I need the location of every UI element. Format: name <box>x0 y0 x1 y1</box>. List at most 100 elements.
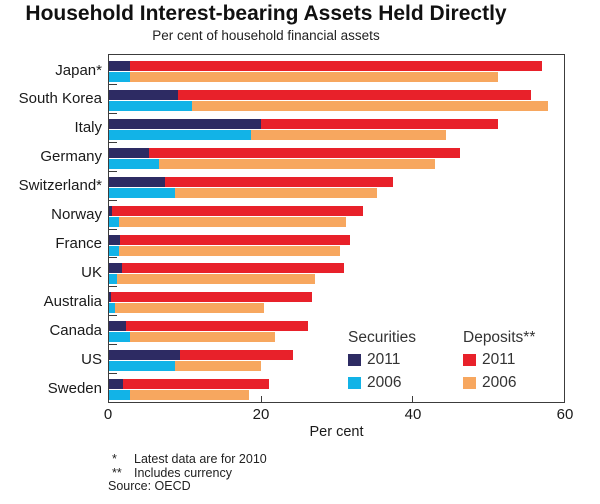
bar-segment <box>130 61 542 71</box>
bar-segment <box>109 187 175 198</box>
bar-segment <box>191 100 549 111</box>
plot-area <box>108 54 565 403</box>
x-axis-title: Per cent <box>309 424 364 440</box>
bar-row <box>109 72 564 82</box>
bar-segment <box>116 274 315 285</box>
category-label: Switzerland* <box>18 177 102 195</box>
bar-row <box>109 205 564 216</box>
category-label: France <box>55 235 102 252</box>
bar-segment <box>109 100 192 111</box>
legend-label: 2006 <box>482 374 517 391</box>
legend-label: 2011 <box>482 351 516 368</box>
footnote-2-text: Includes currency <box>134 466 232 480</box>
bar-row <box>109 245 564 256</box>
bar-segment <box>109 129 251 140</box>
securities-2011-swatch <box>348 354 361 366</box>
bar-row <box>109 187 564 198</box>
category-label: Japan* <box>55 61 102 79</box>
bar-segment <box>109 303 116 314</box>
bar-segment <box>174 361 262 372</box>
legend-header-deposits: Deposits** <box>463 329 536 346</box>
chart-title: Household Interest-bearing Assets Held D… <box>25 2 507 25</box>
bar-segment <box>261 118 499 129</box>
source-text: Source: OECD <box>108 479 191 493</box>
bar-segment <box>109 216 119 227</box>
bar-segment <box>109 263 122 274</box>
bar-segment <box>149 147 461 158</box>
bar-segment <box>130 72 498 82</box>
x-tick-label-0: 0 <box>103 406 113 423</box>
x-axis-tick <box>412 396 414 402</box>
bar-segment <box>130 390 249 401</box>
chart-subtitle: Per cent of household financial assets <box>152 28 380 43</box>
category-boundary-tick <box>109 112 117 114</box>
bar-segment <box>120 234 351 245</box>
bar-segment <box>130 332 276 343</box>
bar-row <box>109 263 564 274</box>
category-boundary-tick <box>109 344 117 346</box>
bar-segment <box>115 303 264 314</box>
bar-row <box>109 274 564 285</box>
bar-segment <box>109 61 131 71</box>
securities-2006-swatch <box>348 377 361 389</box>
category-boundary-tick <box>109 83 117 85</box>
bar-segment <box>109 234 121 245</box>
bar-row <box>109 390 564 401</box>
bar-row <box>109 321 564 332</box>
category-label: Australia <box>43 292 102 310</box>
bar-segment <box>111 292 313 303</box>
x-tick-label-60: 60 <box>556 406 574 423</box>
bar-row <box>109 61 564 71</box>
bar-row <box>109 292 564 303</box>
x-tick-label-20: 20 <box>252 406 270 423</box>
legend-item-deposits-2006: 2006 <box>463 374 517 391</box>
bar-row <box>109 176 564 187</box>
category-label: Italy <box>74 119 102 137</box>
bar-segment <box>174 187 377 198</box>
legend-label: 2006 <box>367 374 402 391</box>
category-label: Canada <box>49 321 102 339</box>
category-label: UK <box>81 263 102 281</box>
category-boundary-tick <box>109 141 117 143</box>
bar-segment <box>121 263 345 274</box>
category-boundary-tick <box>109 170 117 172</box>
bar-segment <box>118 216 346 227</box>
category-label: Sweden <box>47 379 102 397</box>
bar-segment <box>109 158 160 169</box>
bar-row <box>109 89 564 100</box>
bar-segment <box>109 118 262 129</box>
category-boundary-tick <box>109 315 117 317</box>
bar-segment <box>159 158 436 169</box>
bar-row <box>109 303 564 314</box>
bar-row <box>109 234 564 245</box>
bar-row <box>109 332 564 343</box>
bar-row <box>109 350 564 361</box>
bar-row <box>109 158 564 169</box>
bar-segment <box>109 361 175 372</box>
bar-segment <box>109 245 119 256</box>
bar-row <box>109 100 564 111</box>
category-boundary-tick <box>109 373 117 375</box>
bar-segment <box>109 332 131 343</box>
bar-segment <box>109 176 166 187</box>
bar-segment <box>109 147 150 158</box>
bar-row <box>109 379 564 390</box>
bar-segment <box>109 72 131 82</box>
bar-segment <box>123 379 269 390</box>
legend-item-securities-2006: 2006 <box>348 374 402 391</box>
bar-segment <box>109 89 178 100</box>
bar-segment <box>109 390 131 401</box>
legend-item-deposits-2011: 2011 <box>463 351 516 368</box>
legend-item-securities-2011: 2011 <box>348 352 400 367</box>
category-label: US <box>81 350 102 368</box>
deposits-2006-swatch <box>463 377 476 389</box>
bar-segment <box>165 176 394 187</box>
bar-row <box>109 361 564 372</box>
bar-segment <box>112 205 364 216</box>
category-label: Germany <box>40 148 102 166</box>
bar-segment <box>109 379 124 390</box>
footnote-2-marker: ** <box>112 466 122 480</box>
bar-segment <box>178 89 532 100</box>
bar-row <box>109 118 564 129</box>
